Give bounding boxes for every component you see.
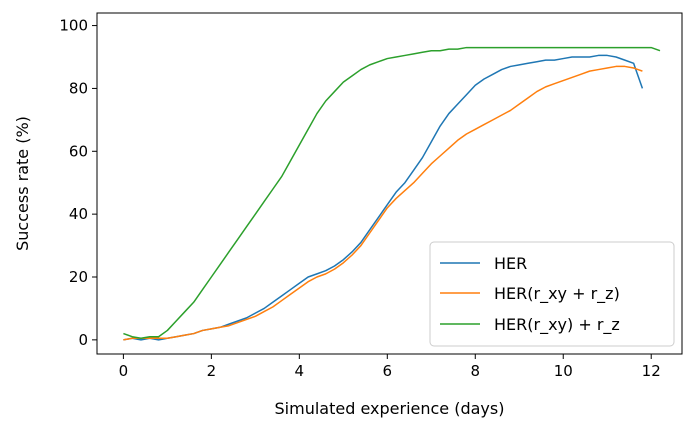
- series-line-her-rxy-then-rz: [123, 46, 661, 340]
- series-line-her-rxy-plus-rz: [123, 65, 643, 341]
- x-tick-label: 10: [554, 362, 573, 380]
- y-tick-label: 20: [69, 268, 88, 286]
- legend-label-her-rxy-then-rz: HER(r_xy) + r_z: [494, 315, 620, 335]
- x-tick-label: 12: [642, 362, 661, 380]
- x-tick-label: 8: [470, 362, 480, 380]
- y-tick-label: 80: [69, 79, 88, 97]
- x-tick-label: 6: [383, 362, 393, 380]
- y-axis-label: Success rate (%): [13, 116, 32, 251]
- x-tick-label: 0: [119, 362, 129, 380]
- x-tick-label: 2: [207, 362, 217, 380]
- plot-frame: [96, 12, 683, 355]
- y-tick-label: 100: [59, 17, 88, 35]
- y-tick-label: 60: [69, 142, 88, 160]
- axis-ticks: 0 2 4 6 8 10 12 0 20 40 60 80 100: [59, 17, 660, 380]
- legend-box: [429, 241, 675, 347]
- y-tick-label: 0: [78, 331, 88, 349]
- y-tick-label: 40: [69, 205, 88, 223]
- legend-label-her-rxy-plus-rz: HER(r_xy + r_z): [494, 284, 620, 304]
- x-tick-label: 4: [295, 362, 305, 380]
- legend: HER HER(r_xy + r_z) HER(r_xy) + r_z: [429, 241, 675, 347]
- plot-area: [123, 46, 661, 341]
- x-axis-label: Simulated experience (days): [275, 399, 505, 418]
- legend-label-her: HER: [494, 254, 527, 273]
